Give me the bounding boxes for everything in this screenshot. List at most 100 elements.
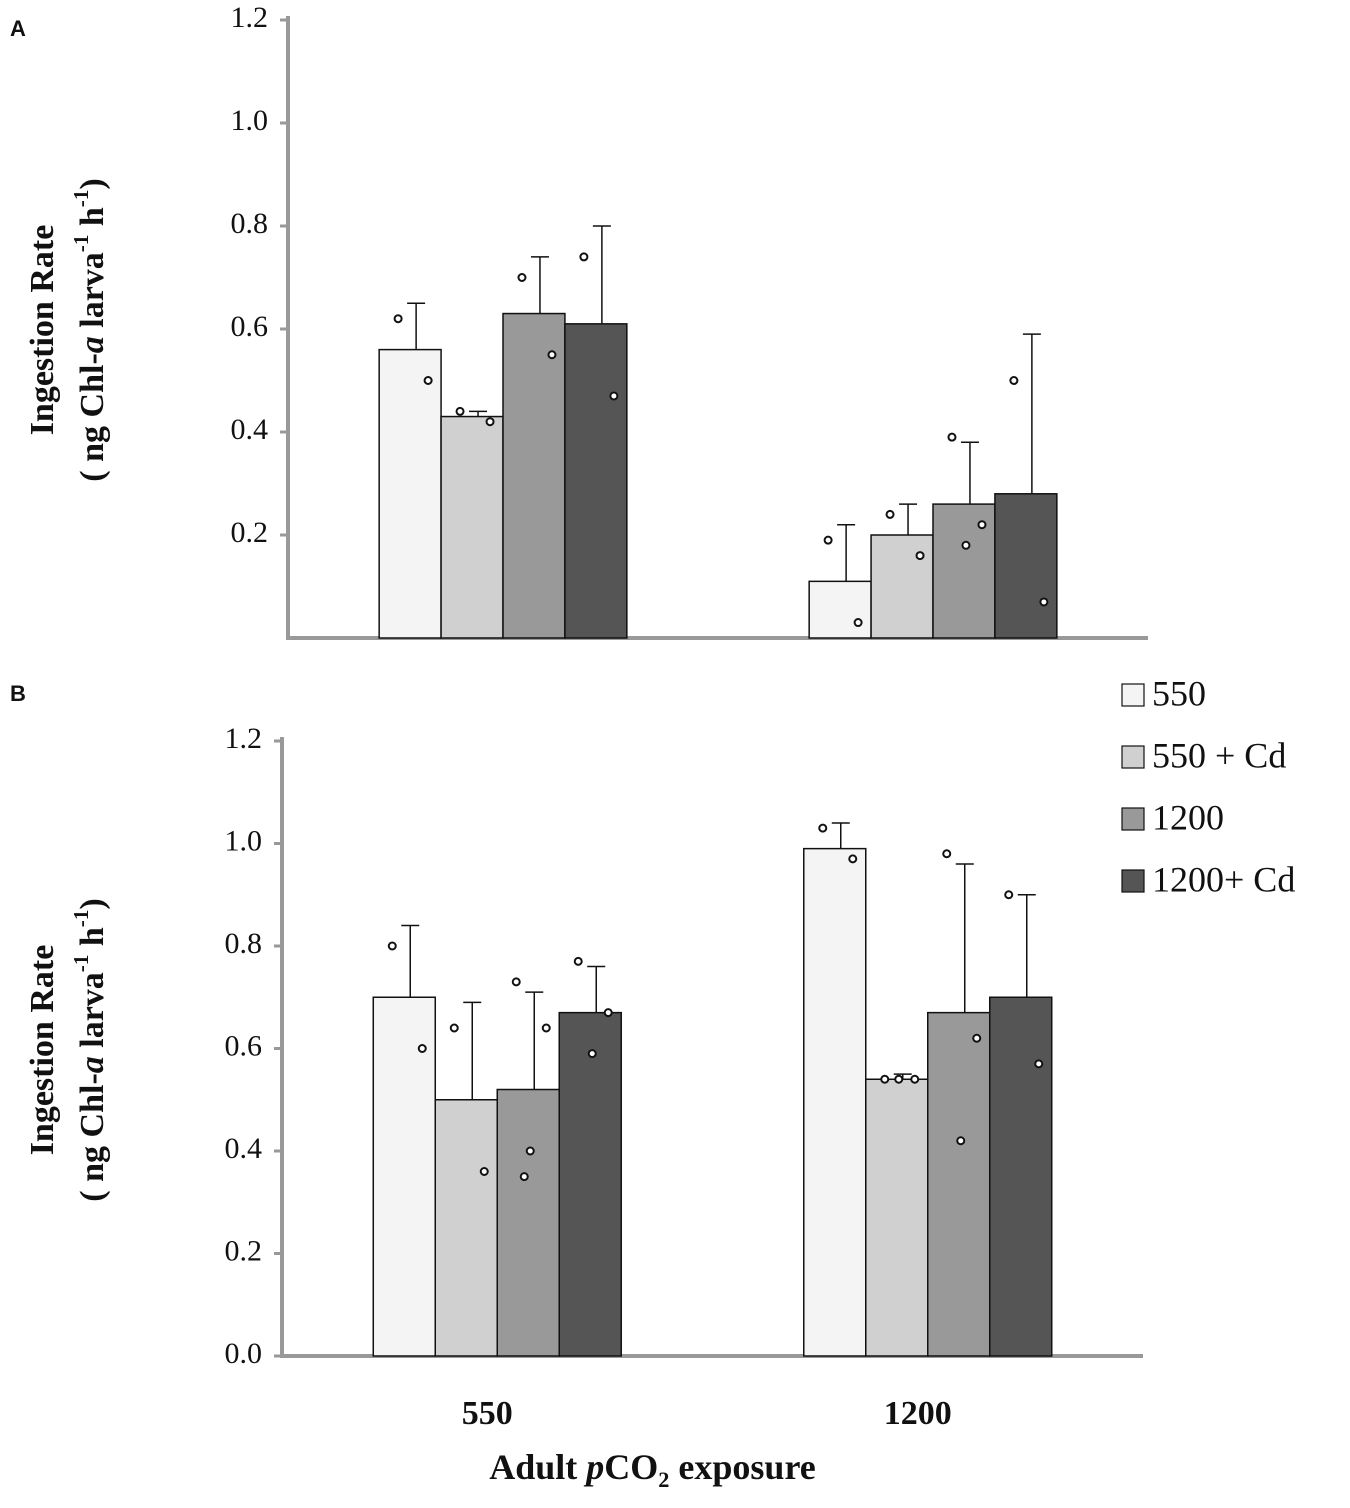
bar [434,1099,498,1357]
legend-label: 550 [1152,673,1206,713]
error-bar [587,965,606,1013]
data-point [547,350,557,360]
y-tick-label: 1.0 [225,824,263,857]
text-segment: CO [604,1447,658,1487]
data-point [910,1074,920,1084]
legend-swatch [1121,745,1145,769]
data-point [977,520,987,530]
bar [502,312,566,639]
text-segment: ) [74,178,111,189]
data-point [1039,597,1049,607]
data-point [956,1136,966,1146]
data-point [947,432,957,442]
data-point [818,823,828,833]
legend-label: 550 + Cd [1152,735,1286,775]
data-point [479,1167,489,1176]
text-segment: exposure [669,1447,815,1487]
error-bar [1017,894,1036,998]
error-bar [955,863,974,1013]
y-axis-label: Ingestion Rate [24,945,61,1156]
data-point [823,535,833,545]
x-tick-label: 550 [462,1395,513,1432]
text-segment: ) [74,898,111,909]
text-segment: ( ng Chl- [74,353,111,481]
y-axis-label: ( ng Chl-a larva-1 h-1) [69,898,111,1201]
text-segment: h [74,207,111,235]
text-segment: p [583,1447,604,1487]
data-point [853,618,863,628]
error-bar [1022,333,1041,494]
bar [932,503,996,639]
legend-label: 1200+ Cd [1152,859,1295,899]
error-bar [831,822,850,849]
panel-label: B [10,681,26,706]
y-tick-label: 0.6 [231,310,269,343]
data-point [1009,376,1019,385]
data-point [417,1044,427,1053]
y-axis-label: ( ng Chl-a larva-1 h-1) [69,178,111,481]
data-point [894,1074,904,1084]
bar [994,493,1058,639]
bar [378,348,442,639]
text-segment: -1 [69,955,93,973]
text-segment: Adult [489,1447,586,1487]
data-point [449,1023,459,1033]
error-bar [592,225,611,324]
data-point [915,551,925,561]
bar [865,1078,929,1357]
y-tick-label: 1.2 [231,1,269,34]
error-bar [899,503,918,535]
text-segment: Ingestion Rate [24,945,61,1156]
error-bar [525,991,544,1090]
bar [870,534,934,639]
data-point [393,314,403,324]
bar [496,1088,560,1357]
y-tick-label: 0.6 [225,1029,263,1062]
data-point [387,941,397,951]
bar [803,847,867,1357]
error-bar [837,523,856,582]
data-point [603,1008,613,1018]
legend-swatch [1121,869,1145,893]
y-tick-label: 0.2 [225,1234,263,1267]
text-segment: -1 [69,190,93,208]
data-point [961,540,971,550]
text-segment: -1 [69,910,93,928]
legend-swatch [1121,683,1145,707]
data-point [880,1074,890,1084]
data-point [541,1023,551,1033]
data-point [517,273,527,282]
y-tick-label: 1.2 [225,722,263,755]
data-point [579,252,589,262]
data-point [519,1172,529,1182]
data-point [848,854,858,864]
legend-label: 1200 [1152,797,1224,837]
panel-label: A [10,16,26,41]
y-tick-label: 0.4 [225,1132,263,1165]
bar [808,580,872,639]
error-bar [960,441,979,505]
data-point [885,509,895,519]
error-bar [407,302,426,350]
text-segment: Ingestion Rate [24,225,61,436]
text-segment: -1 [69,235,93,253]
bar [927,1011,991,1357]
y-axis-label: Ingestion Rate [24,225,61,436]
bar [440,415,504,639]
x-axis-label: Adult pCO2 exposure [489,1447,816,1492]
data-point [942,849,952,859]
error-bar [401,924,420,998]
y-tick-label: 1.0 [231,104,269,137]
y-tick-label: 0.4 [231,413,269,446]
text-segment: h [74,927,111,955]
text-segment: a [74,1056,111,1073]
legend-swatch [1121,807,1145,831]
text-segment: larva [74,252,111,336]
data-point [1004,890,1014,900]
bar [988,996,1053,1357]
text-segment: a [74,336,111,353]
error-bar [469,410,488,417]
y-tick-label: 0.8 [231,207,269,240]
